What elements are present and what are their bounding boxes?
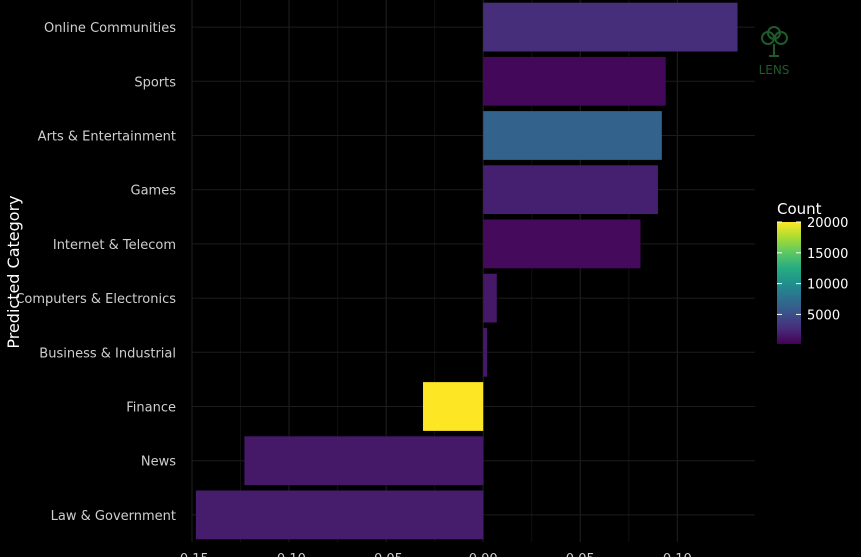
bar-news [244,436,484,486]
legend-tick-label: 10000 [807,278,848,293]
category-label: Online Communities [44,21,176,36]
y-axis-title: Predicted Category [4,195,23,348]
category-label: Law & Government [51,509,176,524]
bar-online-communities [483,2,738,52]
x-tick-label: 0.05 [566,552,595,557]
category-label: Computers & Electronics [15,292,176,307]
bars [195,2,738,540]
colorbar [777,222,801,344]
legend-tick-label: 20000 [807,216,848,231]
category-label: News [141,455,176,470]
bar-business-industrial [483,327,488,377]
x-tick-label: 0.00 [469,552,498,557]
bar-sports [483,56,666,106]
legend-title: Count [777,200,822,218]
bar-games [483,165,658,215]
x-tick-label: 0.10 [663,552,692,557]
category-label: Finance [126,401,176,416]
category-labels: Online Communities Sports Arts & Entertain… [15,21,176,524]
category-label: Games [131,184,177,199]
category-label: Sports [134,75,176,90]
lens-logo: LENS [759,26,790,77]
category-label: Business & Industrial [39,346,176,361]
legend-tick-label: 15000 [807,247,848,262]
logo-text: LENS [759,63,790,77]
tree-icon [761,26,788,57]
x-tick-label: -0.15 [175,552,209,557]
bar-computers-electronics [483,273,497,323]
x-tick-label: -0.10 [272,552,306,557]
bar-finance [423,382,484,431]
legend-tick-label: 5000 [807,308,840,323]
legend: Count 20000 15000 10000 5000 [777,200,848,344]
category-label: Arts & Entertainment [38,130,176,145]
x-tick-labels: -0.15 -0.10 -0.05 0.00 0.05 0.10 [175,552,692,557]
bar-law-government [195,490,484,540]
category-label: Internet & Telecom [53,238,176,253]
x-tick-label: -0.05 [369,552,403,557]
legend-ticks: 20000 15000 10000 5000 [777,216,848,323]
bar-arts-entertainment [483,111,662,160]
bar-internet-telecom [483,219,641,269]
